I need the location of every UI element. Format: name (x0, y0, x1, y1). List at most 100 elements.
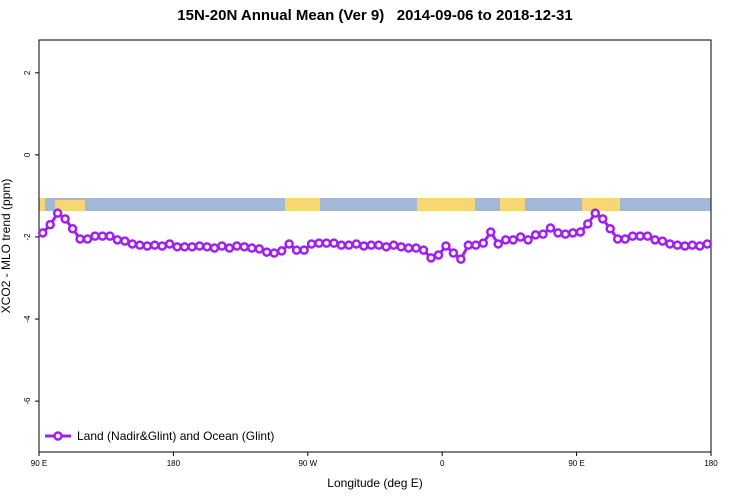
y-tick-label: 0 (23, 152, 32, 157)
point (202, 242, 212, 252)
point (642, 231, 653, 241)
point (52, 208, 63, 218)
point (508, 235, 518, 245)
point (493, 239, 503, 249)
point (545, 223, 556, 233)
y-tick-label: 2 (23, 70, 32, 75)
point (553, 228, 563, 238)
series-line (41, 210, 708, 262)
point (82, 234, 93, 244)
point (314, 238, 324, 248)
legend-marker (53, 431, 63, 441)
point (112, 235, 123, 245)
point (232, 241, 242, 251)
point (291, 245, 302, 255)
point (157, 241, 167, 251)
x-tick-label: 90 E (31, 459, 47, 468)
point (627, 231, 638, 241)
point (224, 243, 235, 253)
point (680, 241, 690, 251)
point (75, 234, 85, 244)
point (456, 254, 466, 264)
chart-title: 15N-20N Annual Mean (Ver 9) 2014-09-06 t… (177, 7, 572, 24)
point (426, 253, 436, 263)
point (321, 238, 332, 248)
legend-label: Land (Nadir&Glint) and Ocean (Glint) (77, 429, 274, 443)
point (217, 241, 227, 251)
point (665, 239, 675, 249)
point (306, 239, 317, 249)
point (515, 232, 526, 242)
point (612, 234, 623, 244)
point (37, 228, 48, 238)
point (261, 247, 272, 257)
point (381, 242, 391, 252)
point (284, 239, 294, 249)
point (120, 236, 130, 246)
point (366, 240, 377, 250)
point (560, 229, 571, 239)
point (254, 244, 265, 254)
point (359, 241, 369, 251)
point (276, 246, 287, 256)
point (127, 239, 138, 249)
point (299, 245, 309, 255)
point (179, 242, 190, 252)
point (530, 230, 541, 240)
point (605, 224, 615, 234)
y-axis-label: XCO2 - MLO trend (ppm) (0, 179, 13, 314)
point (433, 250, 444, 260)
point (90, 231, 100, 241)
x-axis-label: Longitude (deg E) (327, 476, 422, 490)
point (194, 241, 205, 251)
point (500, 235, 511, 245)
point (247, 243, 257, 253)
point (620, 234, 630, 244)
point (164, 239, 175, 249)
point (105, 231, 115, 241)
point (597, 214, 608, 224)
y-tick-label: -6 (23, 397, 32, 405)
point (239, 242, 250, 252)
point (388, 240, 399, 250)
point (142, 241, 153, 251)
point (448, 248, 459, 258)
point (635, 231, 645, 241)
point (485, 227, 496, 237)
point (336, 240, 347, 250)
map-strip (39, 198, 711, 211)
x-tick-label: 90 W (298, 459, 317, 468)
point (583, 219, 593, 229)
point (538, 229, 548, 239)
point (403, 243, 414, 253)
x-tick-label: 180 (704, 459, 718, 468)
point (187, 242, 197, 252)
point (687, 240, 698, 250)
x-tick-label: 90 E (568, 459, 584, 468)
point (575, 227, 586, 237)
point (135, 240, 145, 250)
point (702, 239, 713, 249)
point (478, 238, 489, 248)
point (568, 228, 578, 238)
point (650, 235, 660, 245)
point (172, 242, 182, 252)
point (373, 240, 384, 250)
point (672, 240, 683, 250)
point (441, 241, 451, 251)
point (329, 238, 339, 248)
point (396, 242, 406, 252)
point (209, 243, 220, 253)
point (590, 208, 601, 218)
point (60, 214, 70, 224)
point (45, 219, 55, 230)
point (269, 248, 279, 258)
point (471, 240, 481, 250)
y-tick-label: -2 (23, 233, 32, 241)
point (97, 231, 108, 241)
point (463, 240, 474, 250)
point (411, 243, 421, 253)
point (149, 240, 160, 250)
point (657, 236, 668, 246)
